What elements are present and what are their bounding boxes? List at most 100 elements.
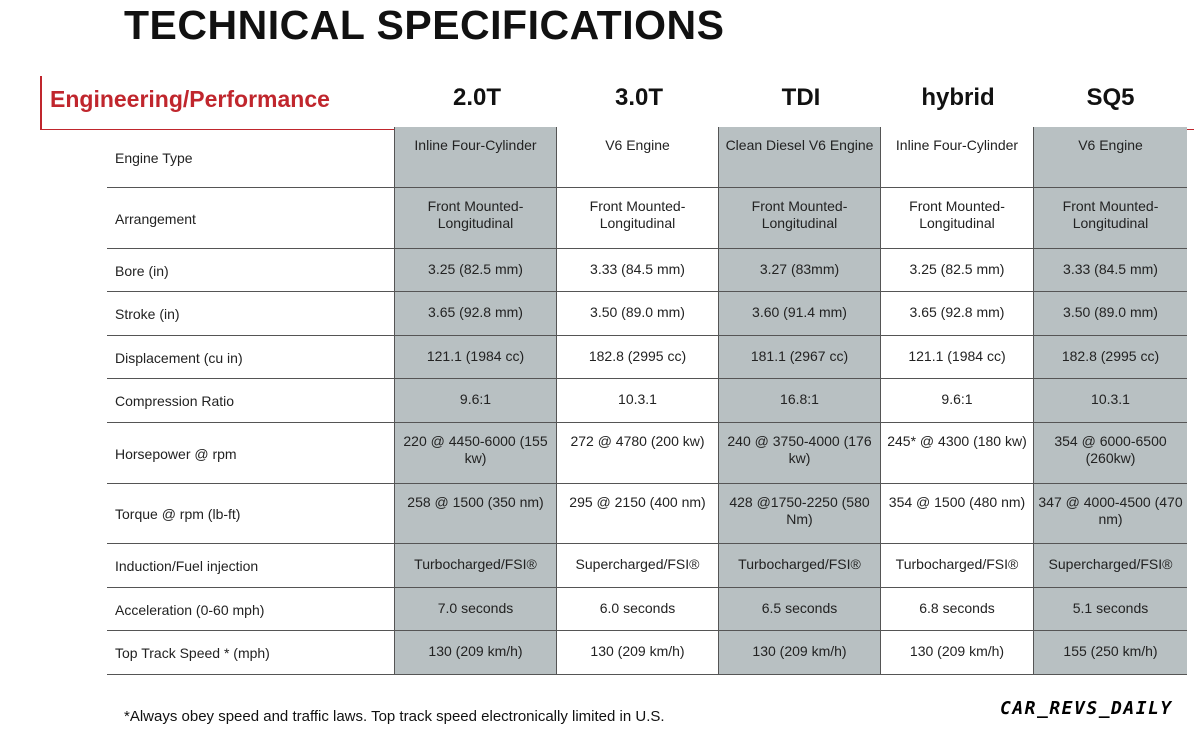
table-cell: Front Mounted-Longitudinal — [556, 188, 718, 248]
cell-value: Front Mounted-Longitudinal — [427, 198, 524, 231]
table-cell: Supercharged/FSI® — [556, 544, 718, 587]
cell-value: 9.6:1 — [459, 391, 492, 407]
section-label: Engineering/Performance — [50, 86, 330, 112]
table-cell: Front Mounted-Longitudinal — [394, 188, 556, 248]
table-row: Torque @ rpm (lb-ft) 258 @ 1500 (350 nm) 2… — [107, 484, 1187, 544]
table-row: Engine Type Inline Four-Cylinder V6 Engine… — [107, 127, 1187, 188]
table-row: Horsepower @ rpm 220 @ 4450-6000 (155 kw)… — [107, 423, 1187, 484]
table-cell: 16.8:1 — [718, 379, 880, 422]
cell-value: 3.25 (82.5 mm) — [909, 261, 1005, 277]
row-label: Torque @ rpm (lb-ft) — [115, 506, 241, 522]
table-cell: V6 Engine — [1033, 127, 1187, 187]
cell-value: 10.3.1 — [618, 391, 657, 407]
cell-value: Turbocharged/FSI® — [895, 556, 1019, 572]
table-cell: 121.1 (1984 cc) — [880, 336, 1033, 378]
cell-value: 181.1 (2967 cc) — [750, 348, 849, 364]
row-label: Bore (in) — [115, 262, 169, 279]
table-cell: 3.50 (89.0 mm) — [1033, 292, 1187, 335]
cell-value: 240 @ 3750-4000 (176 kw) — [727, 433, 872, 466]
table-cell: 3.27 (83mm) — [718, 249, 880, 291]
cell-value: Turbocharged/FSI® — [414, 556, 537, 572]
table-row: Displacement (cu in) 121.1 (1984 cc) 182.8… — [107, 336, 1187, 379]
table-cell: 3.25 (82.5 mm) — [394, 249, 556, 291]
cell-value: 155 (250 km/h) — [1063, 643, 1158, 659]
cell-value: 6.0 seconds — [599, 600, 676, 616]
cell-value: 6.5 seconds — [761, 600, 838, 616]
table-row: Top Track Speed * (mph) 130 (209 km/h) 130… — [107, 631, 1187, 675]
table-cell: Inline Four-Cylinder — [880, 127, 1033, 187]
table-row: Arrangement Front Mounted-Longitudinal Fro… — [107, 188, 1187, 249]
cell-value: Front Mounted-Longitudinal — [751, 198, 848, 231]
row-label: Top Track Speed * (mph) — [115, 645, 270, 661]
cell-value: 258 @ 1500 (350 nm) — [407, 494, 544, 510]
cell-value: 354 @ 1500 (480 nm) — [888, 494, 1026, 510]
table-cell: 258 @ 1500 (350 nm) — [394, 484, 556, 543]
table-cell: 3.50 (89.0 mm) — [556, 292, 718, 335]
table-row: Acceleration (0-60 mph) 7.0 seconds 6.0 se… — [107, 588, 1187, 631]
cell-value: 3.25 (82.5 mm) — [428, 261, 523, 277]
column-header-2-0t: 2.0T — [452, 84, 502, 111]
table-cell: 220 @ 4450-6000 (155 kw) — [394, 423, 556, 483]
cell-value: 182.8 (2995 cc) — [1061, 348, 1160, 364]
footnote: *Always obey speed and traffic laws. Top… — [124, 708, 665, 725]
cell-value: 347 @ 4000-4500 (470 nm) — [1038, 494, 1183, 527]
row-label: Displacement (cu in) — [115, 349, 243, 366]
table-cell: Turbocharged/FSI® — [394, 544, 556, 587]
row-label: Induction/Fuel injection — [115, 558, 259, 574]
cell-value: Front Mounted-Longitudinal — [1062, 198, 1159, 231]
row-label: Compression Ratio — [115, 393, 235, 409]
table-cell: 347 @ 4000-4500 (470 nm) — [1033, 484, 1187, 543]
cell-value: 428 @1750-2250 (580 Nm) — [729, 494, 870, 527]
cell-value: Inline Four-Cylinder — [895, 137, 1019, 153]
table-cell: 181.1 (2967 cc) — [718, 336, 880, 378]
cell-value: 16.8:1 — [780, 391, 819, 407]
cell-value: 130 (209 km/h) — [909, 643, 1005, 659]
table-cell: 10.3.1 — [556, 379, 718, 422]
table-cell: 155 (250 km/h) — [1033, 631, 1187, 674]
table-cell: 3.25 (82.5 mm) — [880, 249, 1033, 291]
cell-value: 182.8 (2995 cc) — [588, 348, 687, 364]
table-cell: 6.8 seconds — [880, 588, 1033, 630]
table-cell: 182.8 (2995 cc) — [1033, 336, 1187, 378]
cell-value: 220 @ 4450-6000 (155 kw) — [403, 433, 548, 466]
cell-value: 121.1 (1984 cc) — [908, 348, 1006, 364]
table-cell: 9.6:1 — [394, 379, 556, 422]
table-cell: 3.60 (91.4 mm) — [718, 292, 880, 335]
cell-value: 6.8 seconds — [919, 600, 995, 616]
table-cell: V6 Engine — [556, 127, 718, 187]
column-header-hybrid: hybrid — [921, 84, 995, 111]
cell-value: 121.1 (1984 cc) — [426, 348, 525, 364]
column-header-sq5: SQ5 — [1086, 84, 1135, 111]
spec-table: Engine Type Inline Four-Cylinder V6 Engine… — [107, 127, 1187, 675]
table-cell: 295 @ 2150 (400 nm) — [556, 484, 718, 543]
cell-value: Front Mounted-Longitudinal — [589, 198, 686, 231]
cell-value: 3.65 (92.8 mm) — [909, 304, 1005, 320]
table-row: Bore (in) 3.25 (82.5 mm) 3.33 (84.5 mm) 3.2… — [107, 249, 1187, 292]
cell-value: 3.33 (84.5 mm) — [590, 261, 685, 277]
table-cell: Supercharged/FSI® — [1033, 544, 1187, 587]
table-cell: Clean Diesel V6 Engine — [718, 127, 880, 187]
cell-value: 3.27 (83mm) — [759, 261, 840, 277]
cell-value: 295 @ 2150 (400 nm) — [569, 494, 706, 510]
table-cell: 3.33 (84.5 mm) — [1033, 249, 1187, 291]
table-cell: 121.1 (1984 cc) — [394, 336, 556, 378]
table-cell: 6.0 seconds — [556, 588, 718, 630]
cell-value: 3.33 (84.5 mm) — [1063, 261, 1158, 277]
column-header-3-0t: 3.0T — [614, 84, 664, 111]
table-cell: 5.1 seconds — [1033, 588, 1187, 630]
table-cell: 240 @ 3750-4000 (176 kw) — [718, 423, 880, 483]
cell-value: V6 Engine — [1078, 137, 1143, 153]
watermark-logo: CAR_REVS_DAILY — [1000, 698, 1173, 719]
row-label: Stroke (in) — [115, 306, 180, 322]
cell-value: 130 (209 km/h) — [752, 643, 847, 659]
row-label: Engine Type — [115, 149, 193, 166]
cell-value: 9.6:1 — [941, 391, 973, 407]
table-cell: Turbocharged/FSI® — [880, 544, 1033, 587]
table-cell: 3.65 (92.8 mm) — [880, 292, 1033, 335]
table-cell: 3.65 (92.8 mm) — [394, 292, 556, 335]
table-row: Stroke (in) 3.65 (92.8 mm) 3.50 (89.0 mm) 3… — [107, 292, 1187, 336]
table-cell: 6.5 seconds — [718, 588, 880, 630]
cell-value: Inline Four-Cylinder — [414, 137, 537, 153]
cell-value: 3.65 (92.8 mm) — [428, 304, 523, 320]
cell-value: Clean Diesel V6 Engine — [725, 137, 874, 153]
